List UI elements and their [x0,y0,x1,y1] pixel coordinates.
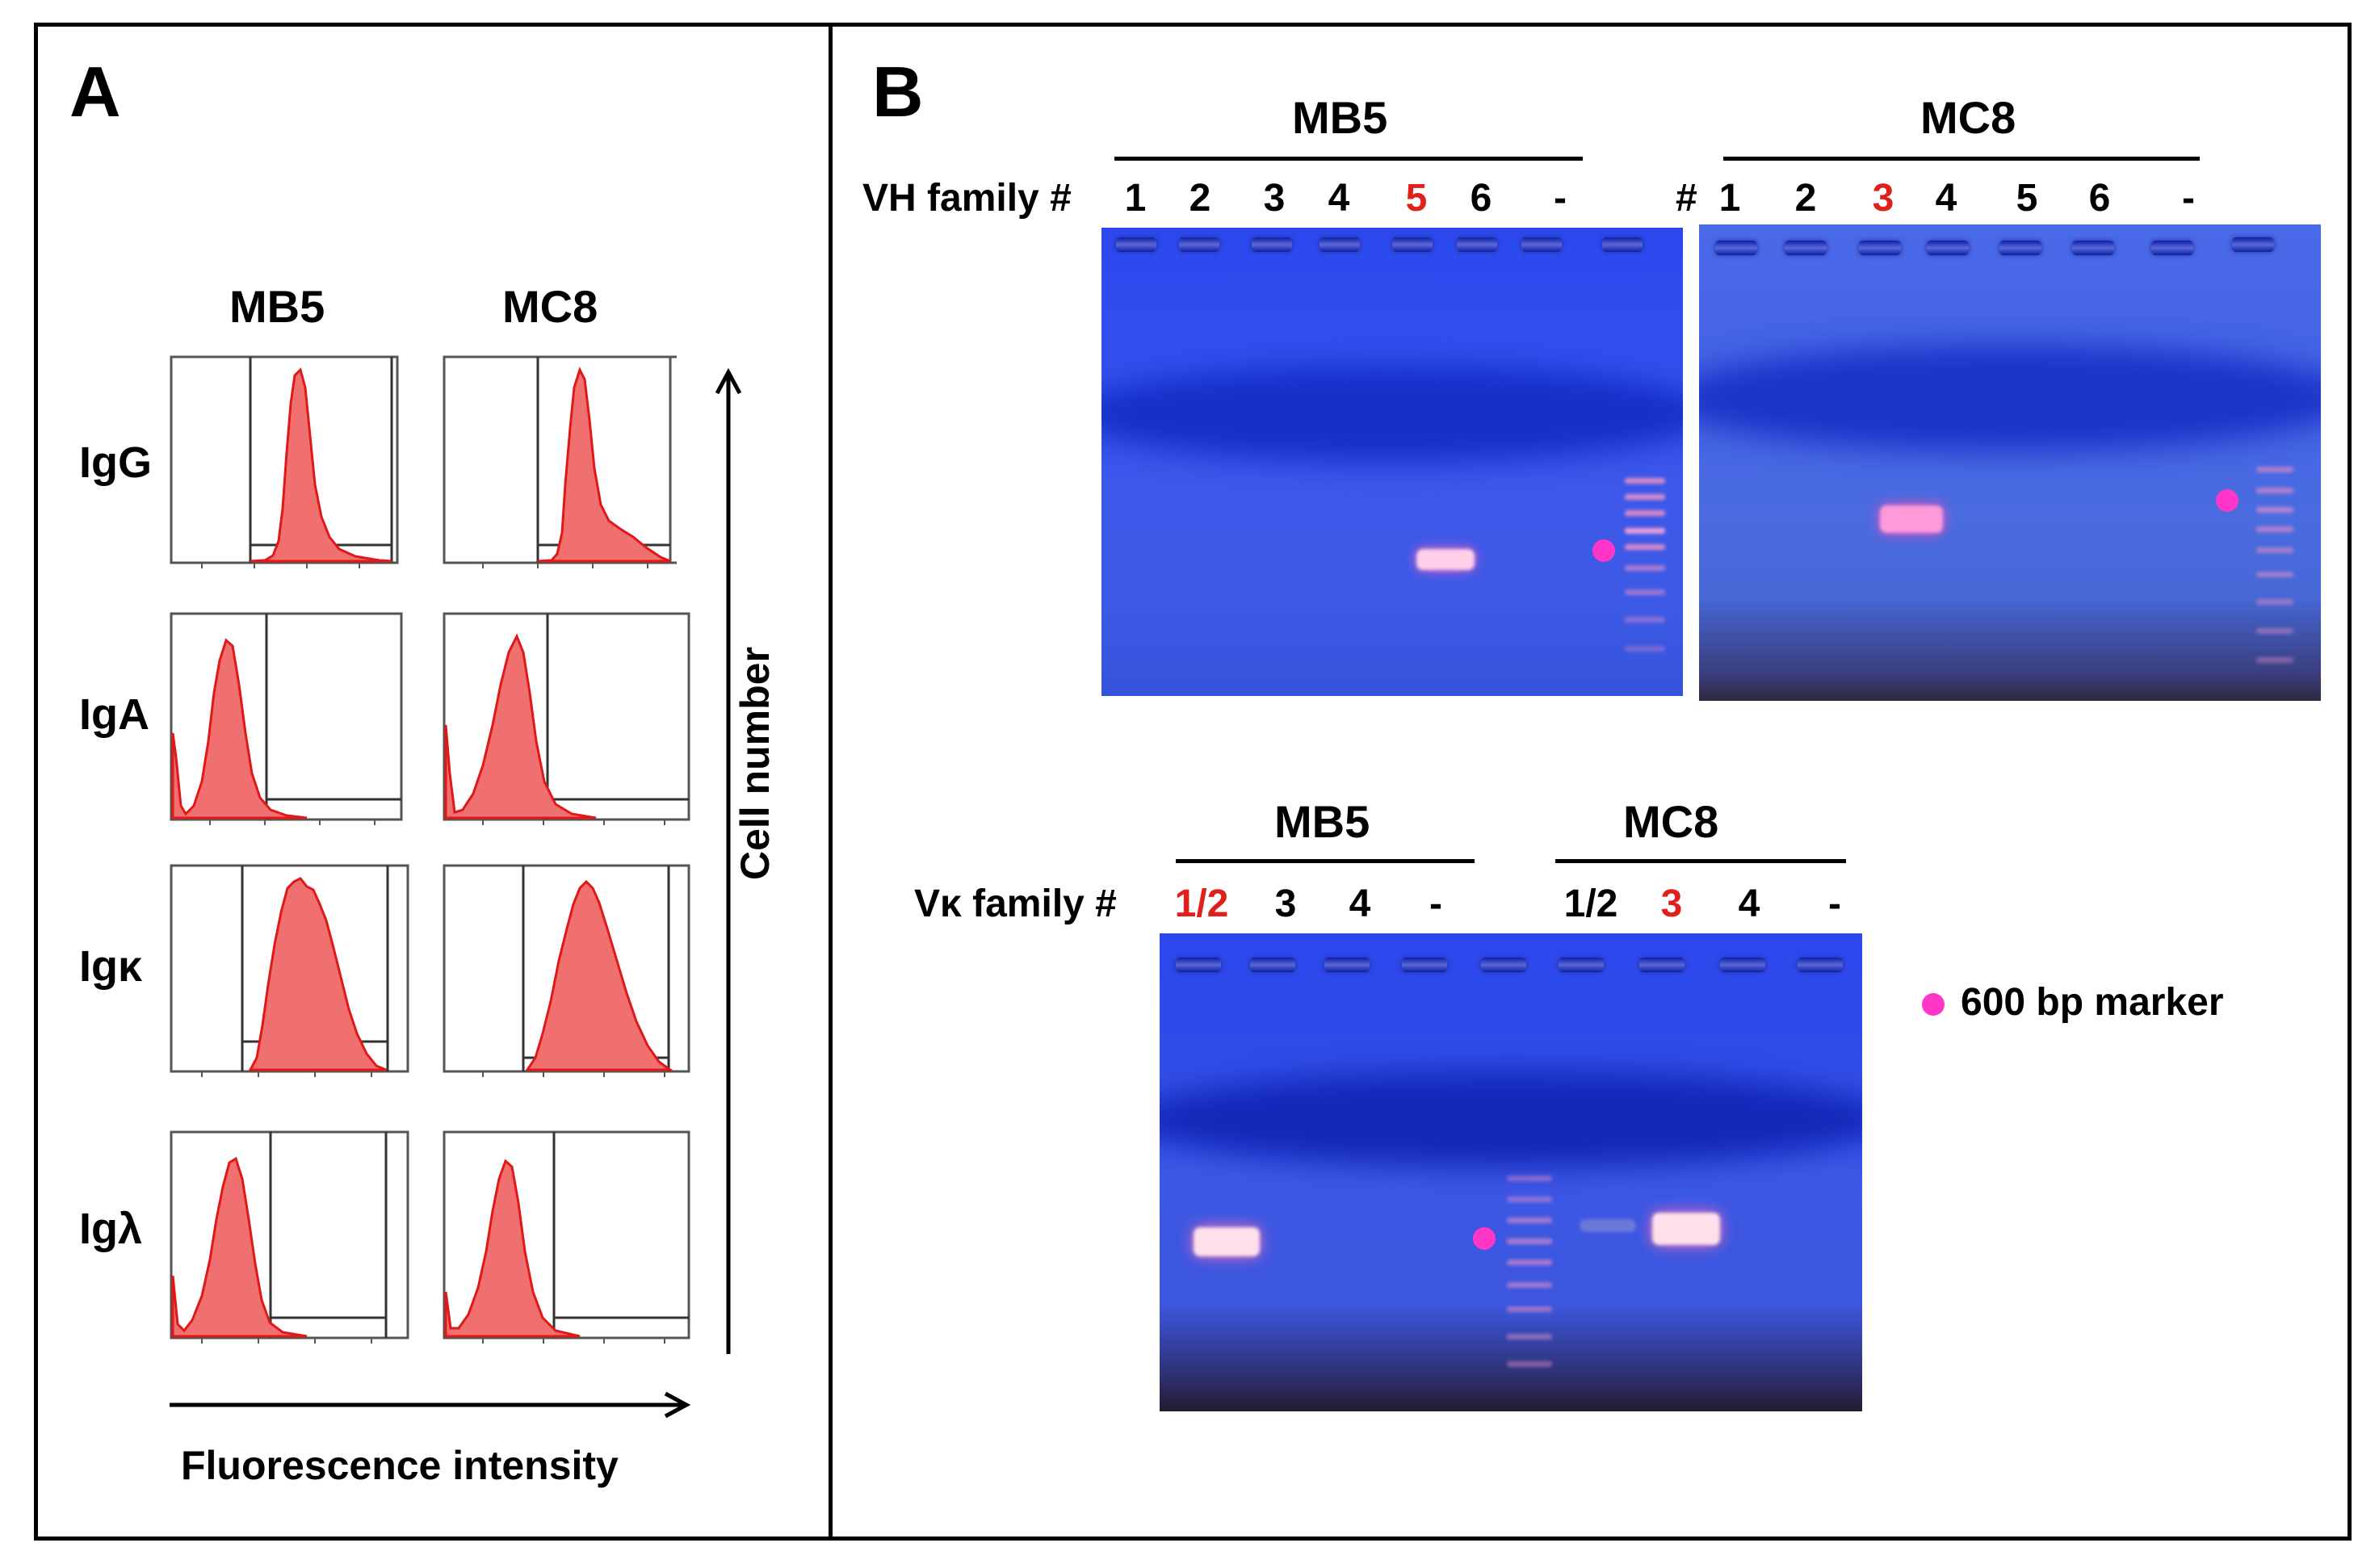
panel-divider [829,23,833,1541]
legend-label: 600 bp marker [1961,981,2224,1024]
gel-vh-mb5 [1101,228,1683,696]
histogram-mc8-igg [443,355,677,568]
figure-frame [34,23,2352,1541]
panel-b-letter: B [872,52,924,132]
vk-mc8-lane-label: 4 [1738,883,1760,925]
vh-mc8-underline [1723,157,2200,161]
y-axis-label: Cell number [732,647,778,880]
histogram-mb5-igk [170,864,409,1077]
band-vh-mc8-lane3 [1880,505,1943,533]
gel-vh-mc8 [1699,224,2321,701]
vh-mc8-lane-label: 2 [1794,177,1817,220]
vh-mc8-lane-label: 4 [1935,177,1957,220]
vh-mc8-lane-label: 1 [1718,177,1741,220]
vh-mb5-lane-label: - [1554,177,1567,220]
dye-front [1699,346,2321,451]
vk-mb5-lane-label: 4 [1349,883,1371,925]
vh-mb5-lane-label: 1 [1124,177,1147,220]
vh-mc8-lane-label: 5 [2016,177,2038,220]
vh-mc8-lane-label: 6 [2088,177,2111,220]
vk-mb5-title: MB5 [1274,796,1370,847]
band-vk-mc8-lane1 [1580,1219,1636,1232]
vh-mb5-lane-label: 4 [1328,177,1350,220]
vh-mb5-title: MB5 [1292,92,1388,143]
vh-row-label: VH family # [862,177,1072,220]
vh-mb5-underline [1114,157,1583,161]
histogram-mc8-igk [443,864,690,1077]
row-label-igg: IgG [79,438,152,487]
vk-mb5-lane-label: - [1429,883,1442,925]
histogram-mc8-iga [443,612,690,825]
marker-dot-vh-mb5 [1592,539,1615,562]
y-axis-arrow [715,367,742,1354]
vk-mb5-lane-label: 3 [1274,883,1297,925]
vk-mb5-lane-label: 1/2 [1174,883,1229,925]
gel-vk [1160,933,1862,1411]
dye-front [1160,1071,1862,1168]
band-vh-mb5-lane5 [1416,549,1475,570]
histogram-mb5-iga [170,612,403,825]
vk-row-label: Vκ family # [914,883,1117,925]
marker-dot-vk [1473,1227,1496,1250]
histogram-mc8-igl [443,1130,690,1344]
vh-mb5-lane-label: 5 [1405,177,1428,220]
dye-front [1101,365,1683,462]
row-label-igk: Igκ [79,942,143,991]
row-label-igl: Igλ [79,1205,143,1253]
vk-mb5-underline [1176,859,1475,863]
histogram-mb5-igg [170,355,399,568]
x-axis-arrow [170,1391,691,1419]
histogram-mb5-igl [170,1130,409,1344]
vk-mc8-underline [1555,859,1846,863]
vh-mb5-lane-label: 6 [1470,177,1492,220]
vh-mc8-title: MC8 [1920,92,2016,143]
vk-mc8-title: MC8 [1623,796,1719,847]
legend-marker-dot [1922,993,1945,1016]
vh-mc8-lane-label: 3 [1872,177,1894,220]
x-axis-label: Fluorescence intensity [181,1443,619,1488]
vk-mc8-lane-label: 1/2 [1563,883,1618,925]
vh-mb5-lane-label: 3 [1263,177,1286,220]
band-vk-mb5-lane1 [1194,1227,1260,1256]
band-vk-mc8-lane3 [1652,1213,1720,1245]
column-header-mb5: MB5 [229,281,325,332]
vh-mc8-row-label: # [1676,177,1697,220]
vk-mc8-lane-label: - [1828,883,1841,925]
column-header-mc8: MC8 [502,281,598,332]
row-label-iga: IgA [79,690,149,739]
vk-mc8-lane-label: 3 [1660,883,1683,925]
vh-mc8-lane-label: - [2182,177,2195,220]
marker-dot-vh-mc8 [2216,489,2238,512]
vh-mb5-lane-label: 2 [1189,177,1211,220]
panel-a-letter: A [69,52,121,132]
